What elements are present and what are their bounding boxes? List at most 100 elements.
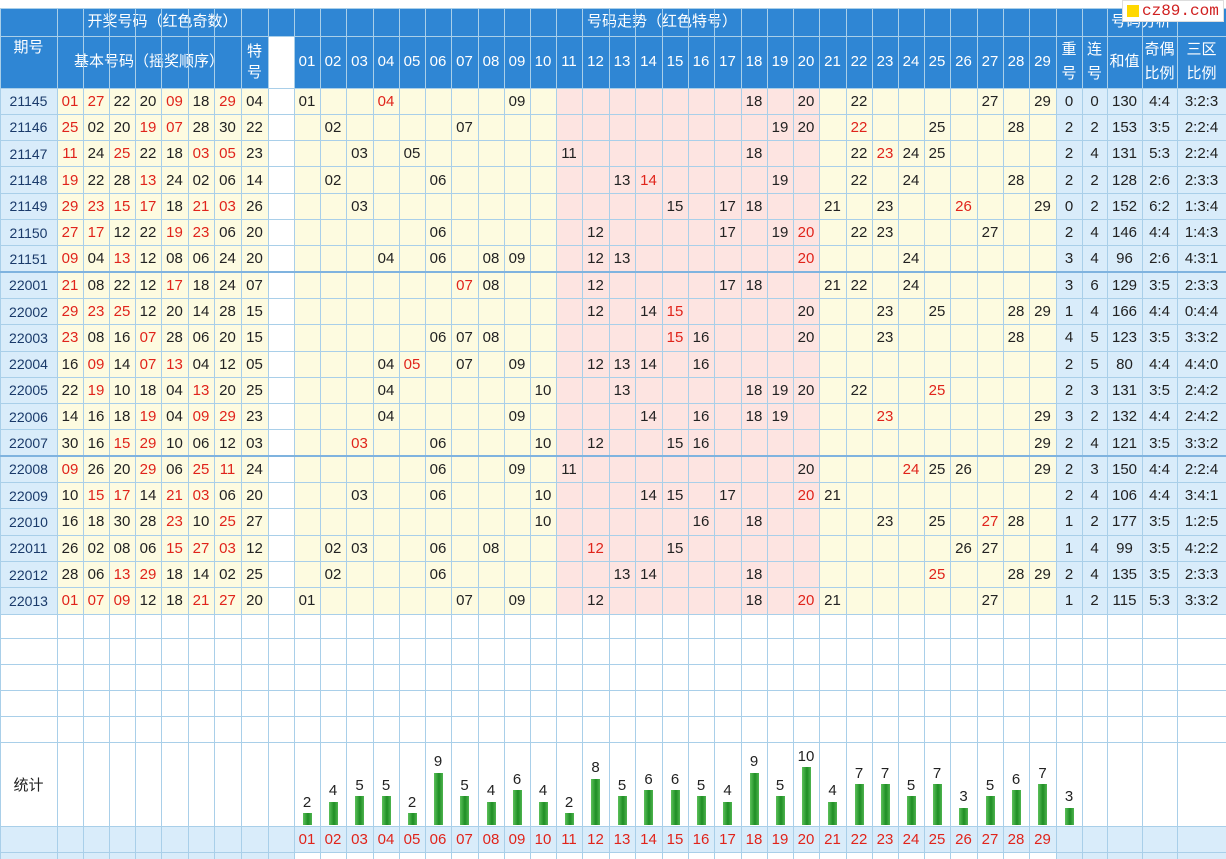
trend-cell bbox=[688, 561, 714, 588]
header-num-24: 24 bbox=[898, 36, 924, 88]
trend-cell bbox=[373, 324, 399, 351]
trend-cell bbox=[504, 166, 530, 194]
basic-number: 06 bbox=[214, 219, 241, 246]
repeat-count: 0 bbox=[1056, 88, 1082, 115]
basic-number: 16 bbox=[83, 403, 109, 430]
trend-cell bbox=[662, 114, 688, 141]
trend-cell bbox=[346, 403, 373, 430]
header-num-09: 09 bbox=[504, 36, 530, 88]
basic-number: 29 bbox=[57, 298, 83, 325]
trend-cell bbox=[504, 193, 530, 220]
trend-cell bbox=[530, 245, 556, 273]
stat-bar-label: 6 bbox=[1011, 770, 1021, 788]
basic-number: 18 bbox=[83, 508, 109, 536]
header-num-29: 29 bbox=[1029, 36, 1056, 88]
basic-number: 25 bbox=[57, 114, 83, 141]
trend-cell bbox=[793, 166, 819, 194]
three-zone-ratio: 0:4:4 bbox=[1177, 298, 1226, 325]
trend-cell bbox=[346, 298, 373, 325]
basic-number: 22 bbox=[83, 166, 109, 194]
basic-number: 25 bbox=[109, 140, 135, 167]
trend-cell: 24 bbox=[898, 456, 924, 483]
grid-hline bbox=[0, 825, 1226, 827]
trend-cell bbox=[294, 166, 320, 194]
basic-number: 22 bbox=[109, 88, 135, 115]
grid-vline bbox=[949, 8, 951, 859]
trend-cell: 10 bbox=[530, 429, 556, 457]
trend-cell bbox=[294, 140, 320, 167]
trend-cell bbox=[609, 324, 635, 351]
trend-cell bbox=[425, 114, 451, 141]
trend-cell bbox=[556, 561, 582, 588]
basic-number: 13 bbox=[135, 166, 161, 194]
trend-cell bbox=[451, 403, 478, 430]
footer-number: 05 bbox=[399, 826, 425, 852]
footer-number: 03 bbox=[346, 826, 373, 852]
trend-cell bbox=[399, 166, 425, 194]
consecutive-count: 5 bbox=[1082, 324, 1107, 351]
trend-cell bbox=[819, 114, 846, 141]
header-num-08: 08 bbox=[478, 36, 504, 88]
trend-cell bbox=[478, 351, 504, 378]
trend-cell bbox=[373, 482, 399, 509]
three-zone-ratio: 1:2:5 bbox=[1177, 508, 1226, 536]
trend-cell: 28 bbox=[1003, 508, 1029, 536]
header-num-04: 04 bbox=[373, 36, 399, 88]
trend-cell: 10 bbox=[530, 377, 556, 404]
trend-cell bbox=[582, 508, 609, 536]
trend-cell bbox=[688, 88, 714, 115]
trend-cell: 06 bbox=[425, 219, 451, 246]
footer-blank bbox=[135, 826, 161, 859]
three-zone-ratio: 1:3:4 bbox=[1177, 193, 1226, 220]
trend-cell: 27 bbox=[977, 219, 1003, 246]
trend-cell bbox=[451, 245, 478, 273]
stat-bar-label: 5 bbox=[985, 776, 995, 794]
basic-number: 03 bbox=[188, 482, 214, 509]
trend-cell bbox=[872, 351, 898, 378]
footer-number: 26 bbox=[950, 826, 977, 852]
grid-vline bbox=[661, 8, 663, 859]
trend-cell bbox=[714, 88, 741, 115]
stat-bar-label: 5 bbox=[355, 776, 364, 794]
footer-blank bbox=[268, 826, 294, 859]
trend-cell bbox=[582, 482, 609, 509]
trend-cell bbox=[846, 403, 872, 430]
stat-bar bbox=[407, 813, 417, 825]
trend-cell bbox=[425, 140, 451, 167]
trend-cell: 09 bbox=[504, 456, 530, 483]
trend-cell bbox=[714, 140, 741, 167]
grid-vline bbox=[293, 8, 295, 859]
basic-number: 09 bbox=[109, 587, 135, 614]
trend-cell bbox=[741, 114, 767, 141]
sum-value: 135 bbox=[1107, 561, 1142, 588]
trend-cell bbox=[793, 535, 819, 562]
trend-cell bbox=[662, 377, 688, 404]
trend-cell bbox=[451, 377, 478, 404]
trend-cell bbox=[898, 219, 924, 246]
trend-cell bbox=[924, 219, 950, 246]
trend-cell bbox=[556, 535, 582, 562]
trend-cell: 18 bbox=[741, 587, 767, 614]
trend-cell bbox=[846, 351, 872, 378]
trend-cell bbox=[320, 587, 346, 614]
basic-number: 08 bbox=[83, 272, 109, 299]
header-three-zone-label: 三区比例 bbox=[1186, 41, 1217, 82]
footer-number: 16 bbox=[688, 826, 714, 852]
basic-number: 19 bbox=[83, 377, 109, 404]
special-number: 03 bbox=[241, 429, 268, 457]
trend-cell bbox=[556, 193, 582, 220]
trend-cell: 10 bbox=[530, 508, 556, 536]
special-number: 24 bbox=[241, 456, 268, 483]
trend-cell: 23 bbox=[872, 140, 898, 167]
trend-cell bbox=[346, 114, 373, 141]
trend-cell bbox=[530, 88, 556, 115]
trend-cell bbox=[556, 429, 582, 457]
trend-cell: 03 bbox=[346, 193, 373, 220]
trend-cell bbox=[898, 587, 924, 614]
grid-hline bbox=[0, 166, 1226, 168]
trend-cell bbox=[898, 324, 924, 351]
trend-cell bbox=[767, 324, 793, 351]
trend-cell bbox=[504, 508, 530, 536]
grid-hline bbox=[0, 297, 1226, 299]
stat-bar bbox=[749, 772, 759, 825]
